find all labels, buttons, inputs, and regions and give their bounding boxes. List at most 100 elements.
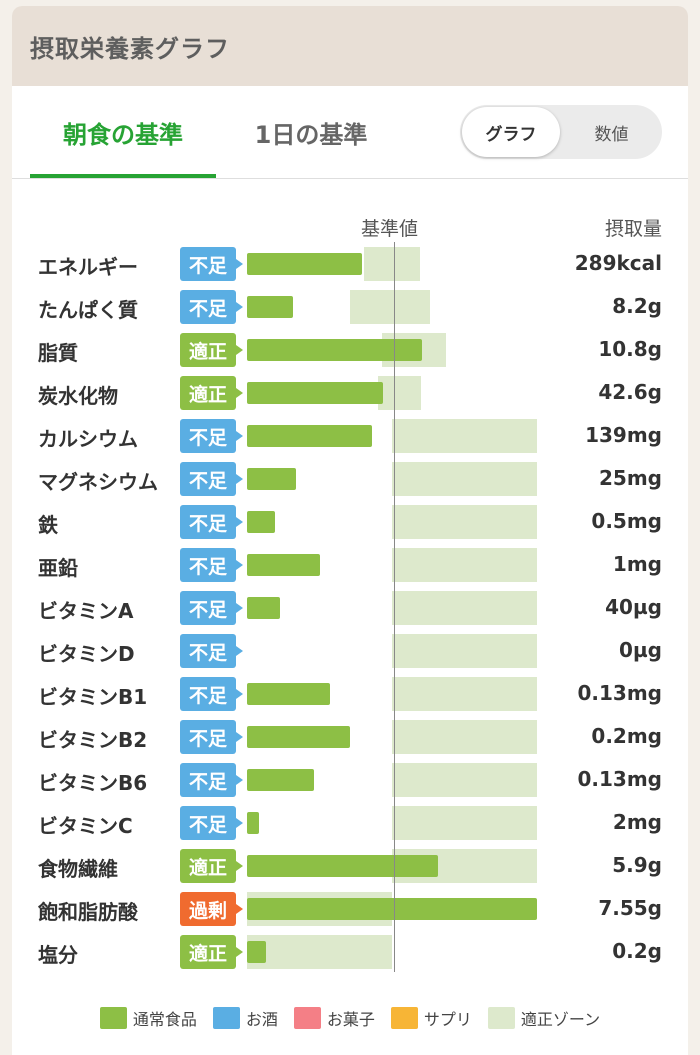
intake-column-header: 摂取量 — [604, 218, 662, 240]
status-badge: 不足 — [180, 634, 243, 668]
card-title: 摂取栄養素グラフ — [30, 34, 230, 63]
intake-bar — [247, 554, 320, 576]
status-badge: 不足 — [180, 247, 243, 281]
appropriate-zone — [392, 677, 537, 711]
intake-bar — [247, 253, 362, 275]
tab-breakfast-standard[interactable]: 朝食の基準 — [30, 86, 216, 178]
active-tab-indicator — [30, 174, 216, 178]
appropriate-zone — [247, 935, 392, 969]
legend-item: 通常食品 — [99, 1006, 197, 1030]
intake-value: 0.5mg — [591, 509, 662, 533]
tab-bar: 朝食の基準 1日の基準 グラフ 数値 — [12, 86, 688, 179]
legend-label: お菓子 — [326, 1010, 375, 1029]
appropriate-zone — [392, 505, 537, 539]
nutrient-label: 炭水化物 — [38, 384, 118, 408]
appropriate-zone — [392, 720, 537, 754]
intake-value: 25mg — [599, 466, 662, 490]
nutrient-label: エネルギー — [38, 255, 138, 279]
appropriate-zone — [392, 763, 537, 797]
appropriate-zone — [364, 247, 420, 281]
legend-label: 通常食品 — [132, 1010, 197, 1029]
appropriate-zone — [392, 806, 537, 840]
legend-swatch — [212, 1007, 240, 1029]
nutrient-label: 脂質 — [38, 341, 78, 365]
intake-bar — [247, 683, 330, 705]
legend-item: 適正ゾーン — [487, 1006, 601, 1030]
status-badge: 適正 — [180, 333, 243, 367]
nutrient-label: 鉄 — [38, 513, 58, 537]
intake-value: 1mg — [612, 552, 662, 576]
tab-daily-standard[interactable]: 1日の基準 — [238, 86, 384, 178]
nutrient-label: ビタミンB6 — [38, 771, 148, 795]
reference-line — [394, 242, 395, 972]
nutrient-label: ビタミンC — [38, 814, 133, 838]
nutrient-label: 亜鉛 — [38, 556, 78, 580]
status-badge: 不足 — [180, 720, 243, 754]
intake-value: 139mg — [585, 423, 662, 447]
status-badge: 不足 — [180, 505, 243, 539]
view-toggle: グラフ 数値 — [460, 105, 662, 159]
toggle-label: 数値 — [594, 124, 629, 145]
status-badge: 不足 — [180, 419, 243, 453]
status-badge: 不足 — [180, 290, 243, 324]
legend-swatch — [390, 1007, 418, 1029]
nutrient-graph-card: 摂取栄養素グラフ 朝食の基準 1日の基準 グラフ 数値 基準値 摂取量 エネルギ… — [12, 6, 688, 1055]
nutrient-label: ビタミンA — [38, 599, 134, 623]
nutrient-label: 食物繊維 — [38, 857, 118, 881]
appropriate-zone — [377, 376, 421, 410]
status-badge: 適正 — [180, 849, 243, 883]
legend-swatch — [487, 1007, 515, 1029]
intake-bar — [247, 296, 294, 318]
legend-label: お酒 — [245, 1010, 278, 1029]
intake-bar — [247, 941, 266, 963]
intake-value: 0.2g — [612, 939, 662, 963]
intake-bar — [247, 726, 350, 748]
intake-bar — [247, 812, 259, 834]
intake-bar — [247, 898, 537, 920]
toggle-graph-option[interactable]: グラフ — [462, 107, 560, 157]
tab-label: 1日の基準 — [254, 120, 368, 149]
intake-bar — [247, 769, 314, 791]
intake-value: 0.13mg — [577, 767, 662, 791]
intake-value: 7.55g — [598, 896, 662, 920]
intake-value: 10.8g — [598, 337, 662, 361]
legend-label: 適正ゾーン — [520, 1010, 601, 1029]
status-badge: 不足 — [180, 548, 243, 582]
intake-value: 2mg — [612, 810, 662, 834]
status-badge: 不足 — [180, 763, 243, 797]
intake-value: 5.9g — [612, 853, 662, 877]
nutrient-label: 塩分 — [38, 943, 78, 967]
nutrient-label: ビタミンB2 — [38, 728, 148, 752]
tab-label: 朝食の基準 — [63, 120, 183, 149]
nutrient-label: たんぱく質 — [38, 298, 138, 322]
nutrient-label: 飽和脂肪酸 — [38, 900, 138, 924]
intake-bar — [247, 855, 439, 877]
appropriate-zone — [392, 591, 537, 625]
nutrient-label: ビタミンD — [38, 642, 135, 666]
intake-value: 0.13mg — [577, 681, 662, 705]
legend-swatch — [293, 1007, 321, 1029]
appropriate-zone — [392, 462, 537, 496]
status-badge: 適正 — [180, 376, 243, 410]
legend-swatch — [99, 1007, 127, 1029]
card-header: 摂取栄養素グラフ — [12, 6, 688, 86]
legend-label: サプリ — [423, 1010, 472, 1029]
status-badge: 不足 — [180, 806, 243, 840]
toggle-numeric-option[interactable]: 数値 — [561, 105, 662, 159]
legend: 通常食品 お酒 お菓子 サプリ 適正ゾーン — [12, 1006, 688, 1030]
intake-bar — [247, 339, 423, 361]
intake-bar — [247, 468, 297, 490]
legend-item: お酒 — [212, 1006, 278, 1030]
intake-value: 0µg — [619, 638, 662, 662]
intake-bar — [247, 425, 372, 447]
appropriate-zone — [392, 419, 537, 453]
status-badge: 適正 — [180, 935, 243, 969]
status-badge: 不足 — [180, 591, 243, 625]
intake-bar — [247, 597, 281, 619]
intake-value: 8.2g — [612, 294, 662, 318]
status-badge: 不足 — [180, 462, 243, 496]
reference-column-header: 基準値 — [361, 218, 419, 240]
nutrient-label: マグネシウム — [38, 470, 158, 494]
intake-value: 0.2mg — [591, 724, 662, 748]
intake-bar — [247, 382, 384, 404]
